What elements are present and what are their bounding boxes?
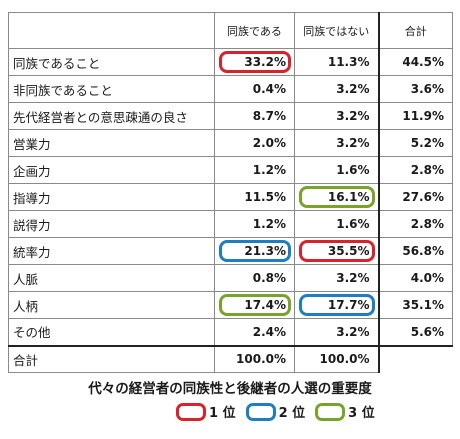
value-cell: 3.2% <box>294 75 379 103</box>
table-row: 営業力 2.0% 3.2% 5.2% <box>8 129 453 157</box>
total-cell: 56.8% <box>377 237 453 265</box>
total-value-cell: 100.0% <box>214 344 295 373</box>
legend: 1 位 2 位 3 位 <box>176 402 385 421</box>
value-cell: 11.3% <box>294 48 379 76</box>
total-cell: 5.6% <box>377 318 453 346</box>
value-cell: 1.6% <box>294 210 379 238</box>
value-cell: 21.3% <box>214 237 295 265</box>
value-cell: 2.4% <box>214 318 295 346</box>
value-cell: 1.2% <box>214 210 295 238</box>
rank-1-swatch <box>176 402 206 421</box>
row-label: 人柄 <box>8 291 215 319</box>
row-label: 説得力 <box>8 210 215 238</box>
table-row: 同族であること 33.2% 11.3% 44.5% <box>8 48 453 76</box>
table-caption: 代々の経営者の同族性と後継者の人選の重要度 <box>88 381 372 397</box>
value-cell: 3.2% <box>294 102 379 130</box>
row-label: 統率力 <box>8 237 215 265</box>
row-label: 営業力 <box>8 129 215 157</box>
legend-item-rank-3: 3 位 <box>315 402 375 421</box>
total-cell: 3.6% <box>377 75 453 103</box>
value-cell: 33.2% <box>214 48 295 76</box>
value-cell: 3.2% <box>294 129 379 157</box>
total-row-label: 合計 <box>8 344 215 373</box>
row-label: 指導力 <box>8 183 215 211</box>
value-cell: 0.8% <box>214 264 295 292</box>
rank-3-swatch <box>315 402 346 421</box>
table-row: 統率力 21.3% 35.5% 56.8% <box>8 237 453 265</box>
total-cell: 11.9% <box>377 102 453 130</box>
total-cell: 2.8% <box>377 156 453 184</box>
total-cell: 2.8% <box>377 210 453 238</box>
header-blank-cell <box>8 12 215 49</box>
table-row: 人柄 17.4% 17.7% 35.1% <box>8 291 453 319</box>
total-row: 合計 100.0% 100.0% <box>8 344 453 373</box>
total-value-cell: 100.0% <box>294 344 379 373</box>
legend-item-rank-1: 1 位 <box>176 402 236 421</box>
value-cell: 17.4% <box>214 291 295 319</box>
legend-label: 3 位 <box>348 406 375 421</box>
row-label: 企画力 <box>8 156 215 184</box>
table-row: 人脈 0.8% 3.2% 4.0% <box>8 264 453 292</box>
table-row: 指導力 11.5% 16.1% 27.6% <box>8 183 453 211</box>
row-label: 同族であること <box>8 48 215 76</box>
table-row: 非同族であること 0.4% 3.2% 3.6% <box>8 75 453 103</box>
header-total: 合計 <box>377 12 453 49</box>
importance-table: 同族である 同族ではない 合計 同族であること 33.2% 11.3% 44.5… <box>8 12 453 373</box>
value-cell: 3.2% <box>294 318 379 346</box>
table-row: 説得力 1.2% 1.6% 2.8% <box>8 210 453 238</box>
value-cell: 2.0% <box>214 129 295 157</box>
header-non-family: 同族ではない <box>294 12 379 49</box>
table-row: 企画力 1.2% 1.6% 2.8% <box>8 156 453 184</box>
value-cell: 0.4% <box>214 75 295 103</box>
row-label: その他 <box>8 318 215 346</box>
value-cell: 35.5% <box>294 237 379 265</box>
header-family: 同族である <box>214 12 295 49</box>
legend-item-rank-2: 2 位 <box>245 402 306 421</box>
total-cell: 44.5% <box>377 48 453 76</box>
value-cell: 17.7% <box>294 291 379 319</box>
table-row: その他 2.4% 3.2% 5.6% <box>8 318 453 346</box>
total-cell: 4.0% <box>377 264 453 292</box>
row-label: 先代経営者との意思疎通の良さ <box>8 102 215 130</box>
total-blank-cell <box>377 344 453 373</box>
value-cell: 1.2% <box>214 156 295 184</box>
total-cell: 35.1% <box>377 291 453 319</box>
value-cell: 11.5% <box>214 183 295 211</box>
value-cell: 16.1% <box>294 183 379 211</box>
legend-label: 2 位 <box>278 406 306 421</box>
table-row: 先代経営者との意思疎通の良さ 8.7% 3.2% 11.9% <box>8 102 453 130</box>
row-label: 非同族であること <box>8 75 215 103</box>
total-cell: 27.6% <box>377 183 453 211</box>
row-label: 人脈 <box>8 264 215 292</box>
legend-label: 1 位 <box>209 406 236 421</box>
total-cell: 5.2% <box>377 129 453 157</box>
rank-2-swatch <box>245 402 276 421</box>
value-cell: 8.7% <box>214 102 295 130</box>
value-cell: 3.2% <box>294 264 379 292</box>
header-row: 同族である 同族ではない 合計 <box>8 12 453 49</box>
value-cell: 1.6% <box>294 156 379 184</box>
